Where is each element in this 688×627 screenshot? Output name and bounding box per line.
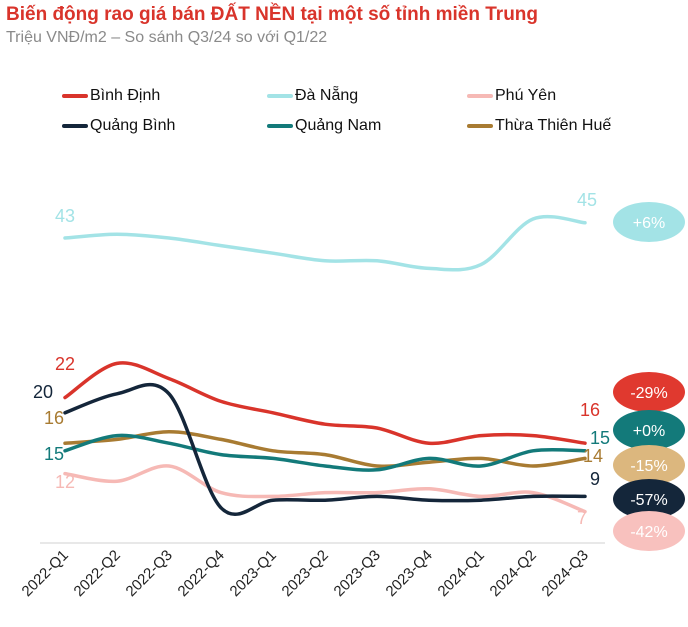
legend-label: Đà Nẵng xyxy=(295,87,359,104)
change-badge xyxy=(613,479,685,519)
legend-label: Phú Yên xyxy=(495,87,557,104)
change-badge xyxy=(613,445,685,485)
start-data-label: 22 xyxy=(55,354,75,374)
x-tick-label: 2022-Q1 xyxy=(19,547,72,600)
legend-swatch xyxy=(62,124,88,128)
series-line xyxy=(63,214,587,272)
x-tick-label: 2023-Q4 xyxy=(383,547,436,600)
series-line xyxy=(63,361,587,446)
change-badge xyxy=(613,202,685,242)
change-badge-label: +6% xyxy=(633,215,665,232)
legend-item: Đà Nẵng xyxy=(267,87,358,105)
chart-title: Biến động rao giá bán ĐẤT NỀN tại một số… xyxy=(6,4,539,25)
end-data-label: 7 xyxy=(577,508,587,528)
x-tick-label: 2024-Q1 xyxy=(435,547,488,600)
legend-item: Thừa Thiên Huế xyxy=(467,117,611,135)
end-data-label: 15 xyxy=(590,428,610,448)
series-line xyxy=(63,382,587,516)
legend-label: Quảng Bình xyxy=(90,117,176,134)
chart-subtitle: Triệu VNĐ/m2 – So sánh Q3/24 so với Q1/2… xyxy=(6,29,328,46)
start-data-label: 15 xyxy=(44,444,64,464)
start-data-label: 43 xyxy=(55,206,75,226)
series-line xyxy=(63,430,587,469)
change-badge-label: -57% xyxy=(630,492,667,509)
legend-item: Bình Định xyxy=(62,87,160,105)
end-data-label: 16 xyxy=(580,400,600,420)
legend-swatch xyxy=(467,94,493,98)
legend-item: Quảng Nam xyxy=(267,117,381,135)
end-data-label: 14 xyxy=(583,446,603,466)
end-data-label: 9 xyxy=(590,469,600,489)
legend-item: Phú Yên xyxy=(467,87,556,105)
x-tick-label: 2024-Q3 xyxy=(539,547,592,600)
start-data-label: 20 xyxy=(33,382,53,402)
series-line xyxy=(63,464,587,514)
legend-label: Quảng Nam xyxy=(295,117,382,134)
legend-swatch xyxy=(467,124,493,128)
change-badge-label: -29% xyxy=(630,385,667,402)
change-badge-label: +0% xyxy=(633,423,665,440)
end-data-label: 45 xyxy=(577,190,597,210)
start-data-label: 16 xyxy=(44,408,64,428)
x-tick-label: 2022-Q2 xyxy=(71,547,124,600)
legend-swatch xyxy=(267,124,293,128)
legend-label: Thừa Thiên Huế xyxy=(495,117,612,134)
x-tick-label: 2022-Q4 xyxy=(175,547,228,600)
legend-swatch xyxy=(62,94,88,98)
series-line xyxy=(63,433,587,472)
x-tick-label: 2022-Q3 xyxy=(123,547,176,600)
change-badge-label: -42% xyxy=(630,524,667,541)
change-badge xyxy=(613,410,685,450)
change-badge xyxy=(613,372,685,412)
x-tick-label: 2023-Q3 xyxy=(331,547,384,600)
legend-item: Quảng Bình xyxy=(62,117,175,135)
legend-swatch xyxy=(267,94,293,98)
x-tick-label: 2023-Q2 xyxy=(279,547,332,600)
x-tick-label: 2023-Q1 xyxy=(227,547,280,600)
legend-label: Bình Định xyxy=(90,87,161,104)
start-data-label: 12 xyxy=(55,472,75,492)
x-tick-label: 2024-Q2 xyxy=(487,547,540,600)
change-badge-label: -15% xyxy=(630,458,667,475)
change-badge xyxy=(613,511,685,551)
